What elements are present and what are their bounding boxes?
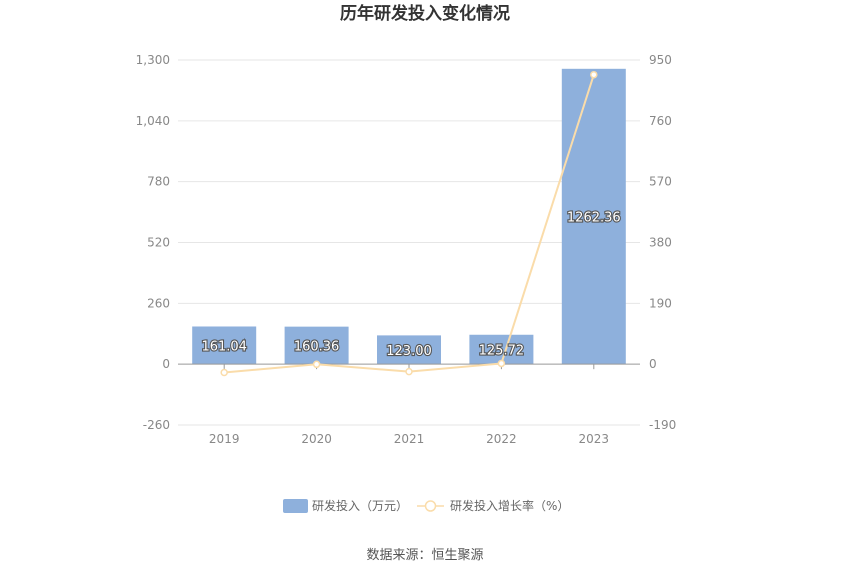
right-tick-label: -190 xyxy=(649,418,676,432)
x-tick-label: 2019 xyxy=(209,432,240,446)
legend[interactable]: 研发投入（万元） 研发投入增长率（%） xyxy=(283,498,569,513)
legend-line-marker xyxy=(424,500,437,512)
left-axis: 1,300 1,040 780 520 260 0 -260 xyxy=(136,53,170,432)
bar xyxy=(192,326,257,365)
bar-value-label: 1262.36 xyxy=(567,210,621,225)
bar-value-label: 161.04 xyxy=(201,339,247,354)
right-tick-label: 190 xyxy=(649,296,672,310)
bar xyxy=(284,326,349,365)
bar xyxy=(377,335,441,365)
legend-bar-swatch xyxy=(283,499,308,513)
legend-line-label: 研发投入增长率（%） xyxy=(450,498,569,513)
bar xyxy=(469,334,534,365)
right-tick-label: 760 xyxy=(649,114,672,128)
data-source: 数据来源：恒生聚源 xyxy=(366,548,483,563)
growth-point xyxy=(312,360,321,369)
bar-value-label: 123.00 xyxy=(386,344,432,359)
right-axis: 950 760 570 380 190 0 -190 xyxy=(649,53,676,432)
growth-point xyxy=(590,70,598,79)
x-tick-label: 2021 xyxy=(394,432,425,446)
growth-point xyxy=(220,368,228,377)
right-tick-label: 380 xyxy=(649,236,672,250)
bar-value-label: 160.36 xyxy=(294,339,340,354)
bar-labels: 161.04 160.36 123.00 125.72 1262.36 xyxy=(200,209,621,359)
right-tick-label: 950 xyxy=(649,53,672,67)
bar-value-label: 125.72 xyxy=(479,343,525,358)
x-tick-label: 2020 xyxy=(301,432,332,446)
left-tick-label: -260 xyxy=(143,418,170,432)
right-tick-label: 0 xyxy=(649,357,657,371)
left-tick-label: 1,040 xyxy=(136,114,170,128)
chart-title: 历年研发投入变化情况 xyxy=(340,3,510,24)
left-tick-label: 780 xyxy=(147,175,170,189)
legend-bar-label: 研发投入（万元） xyxy=(312,498,408,513)
line-series xyxy=(220,70,598,377)
right-tick-label: 570 xyxy=(649,175,672,189)
left-tick-label: 520 xyxy=(147,236,170,250)
growth-line xyxy=(224,74,595,374)
growth-point xyxy=(405,367,413,376)
growth-point xyxy=(497,359,506,368)
left-tick-label: 0 xyxy=(162,357,170,371)
bar-series xyxy=(192,68,626,365)
grid-lines xyxy=(178,59,640,426)
x-tick-label: 2022 xyxy=(486,432,517,446)
left-tick-label: 1,300 xyxy=(136,53,170,67)
bar xyxy=(561,68,626,365)
left-tick-label: 260 xyxy=(147,296,170,310)
x-tick-label: 2023 xyxy=(579,432,610,446)
x-axis: 2019 2020 2021 2022 2023 xyxy=(178,363,640,446)
